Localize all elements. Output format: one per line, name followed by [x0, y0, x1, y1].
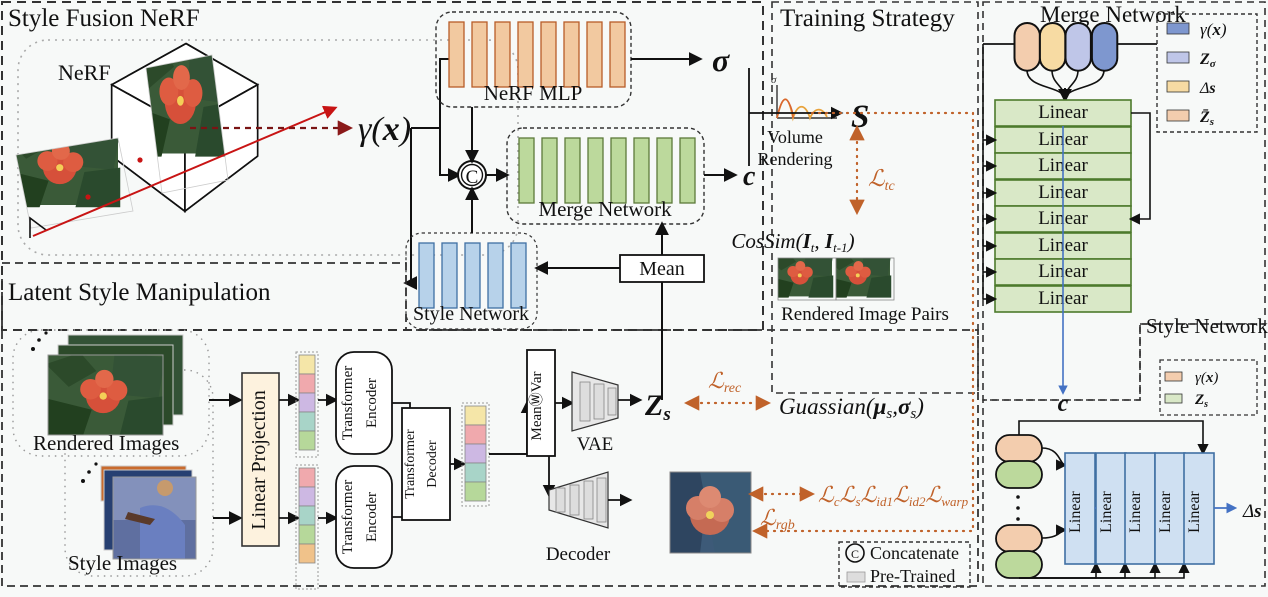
svg-text:Encoder: Encoder: [364, 378, 380, 428]
svg-text:VAE: VAE: [577, 434, 614, 455]
svg-text:C: C: [851, 547, 859, 561]
svg-text:Training Strategy: Training Strategy: [780, 5, 955, 32]
svg-text:Rendering: Rendering: [758, 149, 833, 169]
svg-text:Linear: Linear: [1157, 490, 1174, 532]
svg-text:Rendered Images: Rendered Images: [33, 431, 179, 455]
svg-text:Transformer: Transformer: [340, 480, 356, 554]
svg-text:γ(x): γ(x): [358, 111, 411, 148]
svg-text:Δs: Δs: [1199, 80, 1216, 97]
svg-text:Guassian(μs,σs): Guassian(μs,σs): [779, 394, 924, 422]
svg-text:Linear: Linear: [1038, 102, 1088, 123]
svg-text:γ(x): γ(x): [1195, 370, 1218, 386]
svg-text:NeRF: NeRF: [58, 60, 111, 85]
svg-text:Linear Projection: Linear Projection: [248, 390, 270, 529]
svg-text:Volume: Volume: [767, 127, 823, 147]
svg-text:Linear: Linear: [1067, 490, 1084, 532]
svg-text:NeRF MLP: NeRF MLP: [484, 81, 583, 105]
svg-text:σ: σ: [771, 74, 777, 86]
svg-text:Rendered Image Pairs: Rendered Image Pairs: [781, 304, 949, 325]
svg-text:MeanⓌVar: MeanⓌVar: [529, 372, 545, 441]
svg-text:Pre-Trained: Pre-Trained: [870, 566, 955, 586]
svg-text:σ: σ: [712, 42, 730, 78]
svg-text:Style Fusion NeRF: Style Fusion NeRF: [8, 5, 200, 32]
svg-text:Linear: Linear: [1127, 490, 1144, 532]
svg-text:Decoder: Decoder: [546, 544, 611, 565]
svg-text:Concatenate: Concatenate: [870, 543, 959, 563]
svg-text:Merge Network: Merge Network: [538, 197, 672, 221]
svg-text:Transformer: Transformer: [340, 366, 356, 440]
svg-text:S: S: [851, 99, 869, 135]
svg-text:Decoder: Decoder: [425, 440, 440, 488]
svg-text:Linear: Linear: [1098, 490, 1115, 532]
svg-text:Transformer: Transformer: [403, 429, 418, 499]
svg-text:Δs: Δs: [1242, 501, 1262, 522]
svg-text:Encoder: Encoder: [364, 492, 380, 542]
svg-text:Style Network: Style Network: [413, 303, 529, 325]
svg-text:Style Network: Style Network: [1146, 314, 1268, 338]
svg-text:Mean: Mean: [639, 258, 685, 280]
svg-text:Style Images: Style Images: [68, 551, 177, 575]
svg-text:c: c: [1058, 391, 1069, 417]
svg-text:γ(x): γ(x): [1200, 20, 1227, 39]
svg-text:Linear: Linear: [1186, 490, 1203, 532]
svg-text:Latent Style Manipulation: Latent Style Manipulation: [8, 279, 271, 306]
